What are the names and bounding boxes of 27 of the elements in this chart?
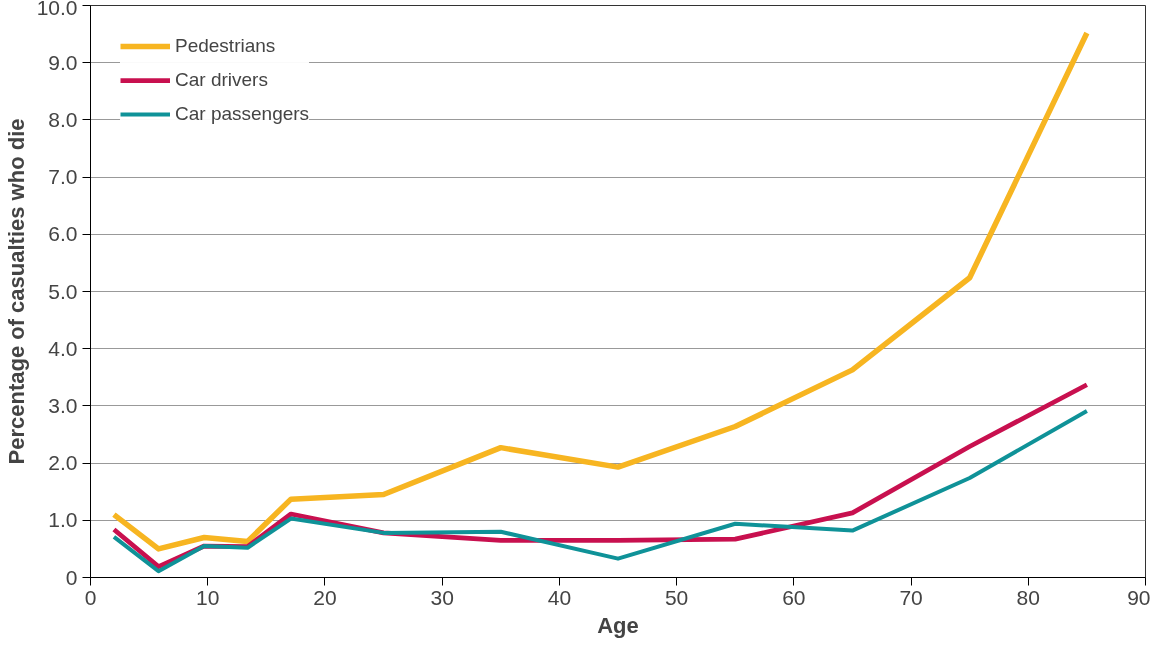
y-axis-title: Percentage of casualties who die xyxy=(3,118,29,465)
y-tick-label: 9.0 xyxy=(48,50,78,74)
legend-label: Pedestrians xyxy=(175,35,276,57)
y-tick-label: 5.0 xyxy=(48,279,78,303)
x-tick-label: 80 xyxy=(1016,585,1040,609)
x-tick-label: 10 xyxy=(196,585,220,609)
y-tick-label: 3.0 xyxy=(48,393,78,417)
x-tick-label: 20 xyxy=(313,585,337,609)
x-tick-label: 90 xyxy=(1127,585,1151,609)
line-series xyxy=(111,409,1089,574)
y-tick-label: 8.0 xyxy=(48,107,78,131)
x-tick-label: 70 xyxy=(899,585,923,609)
x-tick-label: 50 xyxy=(664,585,689,609)
x-tick-label: 60 xyxy=(782,585,806,609)
y-tick-label: 10.0 xyxy=(36,0,78,19)
x-tick-label: 40 xyxy=(547,585,572,609)
y-tick-label: 4.0 xyxy=(48,336,78,360)
legend-label: Car drivers xyxy=(175,69,268,91)
y-tick-label: 7.0 xyxy=(48,165,78,189)
y-tick-label: 2.0 xyxy=(48,451,78,475)
legend-label: Car passengers xyxy=(175,103,310,125)
x-axis-title: Age xyxy=(597,612,639,638)
y-tick-label: 1.0 xyxy=(48,508,78,532)
y-tick-label: 6.0 xyxy=(48,222,78,246)
x-tick-label: 0 xyxy=(84,585,97,609)
y-tick-label: 0 xyxy=(65,565,78,589)
x-tick-label: 30 xyxy=(430,585,454,609)
